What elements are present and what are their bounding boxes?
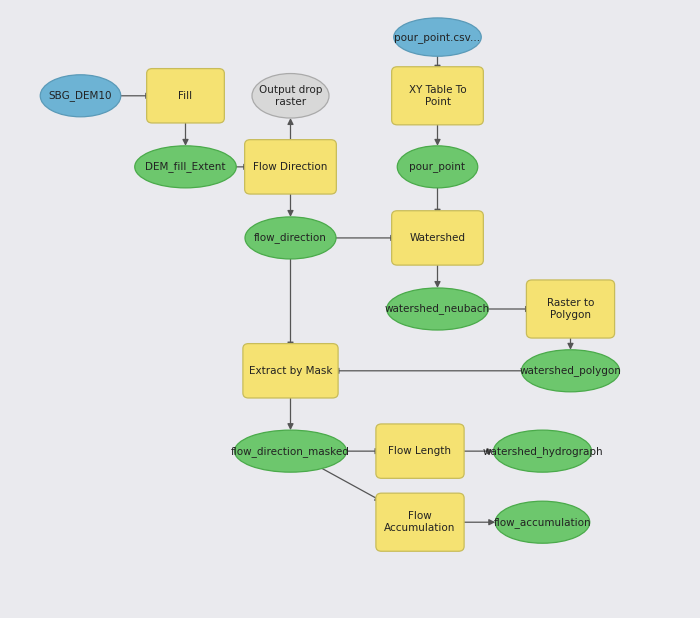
Text: Watershed: Watershed [410,233,466,243]
Text: flow_direction: flow_direction [254,232,327,243]
FancyBboxPatch shape [376,493,464,551]
Ellipse shape [522,350,620,392]
FancyBboxPatch shape [245,140,336,194]
FancyBboxPatch shape [392,211,483,265]
Ellipse shape [393,18,482,56]
Text: flow_direction_masked: flow_direction_masked [231,446,350,457]
Text: DEM_fill_Extent: DEM_fill_Extent [146,161,225,172]
Ellipse shape [496,501,589,543]
Text: watershed_hydrograph: watershed_hydrograph [482,446,603,457]
Ellipse shape [134,146,237,188]
Ellipse shape [252,74,329,118]
Text: Output drop
raster: Output drop raster [259,85,322,106]
Text: XY Table To
Point: XY Table To Point [409,85,466,106]
FancyBboxPatch shape [376,424,464,478]
Ellipse shape [398,146,477,188]
Text: pour_point: pour_point [410,161,466,172]
Text: flow_accumulation: flow_accumulation [494,517,592,528]
Text: pour_point.csv...: pour_point.csv... [394,32,481,43]
Text: Extract by Mask: Extract by Mask [248,366,332,376]
Text: Fill: Fill [178,91,192,101]
Ellipse shape [41,75,120,117]
FancyBboxPatch shape [243,344,338,398]
Ellipse shape [234,430,346,472]
Text: Flow
Accumulation: Flow Accumulation [384,512,456,533]
FancyBboxPatch shape [147,69,224,123]
Ellipse shape [245,217,336,259]
Text: watershed_neubach: watershed_neubach [385,303,490,315]
Text: Raster to
Polygon: Raster to Polygon [547,298,594,320]
Ellipse shape [494,430,592,472]
Ellipse shape [386,288,489,330]
Text: watershed_polygon: watershed_polygon [519,365,622,376]
Text: Flow Direction: Flow Direction [253,162,328,172]
FancyBboxPatch shape [392,67,483,125]
FancyBboxPatch shape [526,280,615,338]
Text: SBG_DEM10: SBG_DEM10 [49,90,112,101]
Text: Flow Length: Flow Length [389,446,452,456]
